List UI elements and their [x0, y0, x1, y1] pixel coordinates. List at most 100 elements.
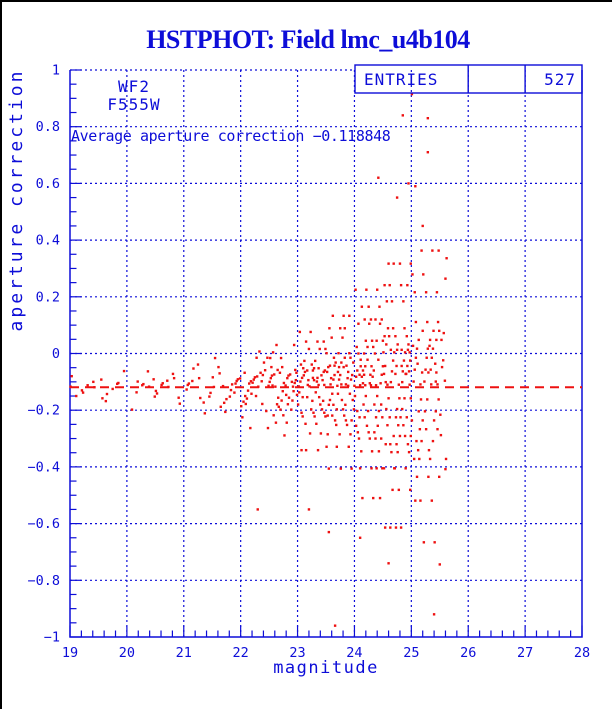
scatter-point [438, 475, 441, 479]
scatter-point [412, 380, 415, 383]
scatter-point [252, 378, 255, 381]
scatter-point [300, 411, 303, 414]
scatter-point [135, 391, 138, 394]
scatter-point [228, 395, 232, 398]
scatter-point [275, 403, 279, 406]
scatter-point [408, 488, 412, 492]
scatter-point [341, 408, 345, 411]
scatter-point [389, 526, 392, 529]
scatter-point [277, 405, 280, 408]
scatter-point [358, 467, 362, 470]
scatter-point [259, 371, 262, 374]
scatter-point [338, 433, 341, 436]
scatter-point [269, 376, 273, 380]
scatter-point [258, 350, 261, 353]
scatter-point [236, 378, 240, 381]
scatter-point [437, 398, 440, 401]
scatter-point [320, 408, 324, 411]
scatter-point [401, 407, 404, 411]
scatter-point [410, 92, 414, 96]
scatter-point [331, 392, 334, 395]
scatter-point [352, 408, 356, 411]
scatter-point [339, 327, 342, 330]
scatter-point [312, 411, 315, 414]
scatter-point [364, 365, 367, 368]
scatter-point [416, 448, 420, 452]
scatter-point [330, 336, 333, 339]
scatter-point [360, 450, 363, 453]
scatter-point [278, 371, 282, 374]
scatter-point [409, 397, 412, 400]
scatter-point [152, 378, 155, 381]
scatter-point [304, 422, 307, 426]
scatter-point [191, 379, 194, 383]
scatter-point [419, 398, 423, 401]
scatter-point [384, 380, 387, 384]
scatter-point [428, 344, 431, 348]
scatter-point [393, 351, 396, 354]
scatter-point [414, 499, 417, 502]
scatter-point [308, 385, 311, 388]
scatter-point [287, 374, 290, 377]
scatter-point [401, 114, 404, 117]
scatter-point [433, 541, 436, 544]
scatter-point [363, 318, 366, 321]
scatter-point [160, 383, 163, 387]
y-tick-label: 0.8 [36, 119, 60, 135]
scatter-point [319, 403, 322, 406]
scatter-point [75, 394, 78, 398]
scatter-point [415, 439, 418, 443]
scatter-point [348, 352, 351, 355]
scatter-point [333, 364, 336, 367]
scatter-point [409, 262, 412, 265]
scatter-point [404, 467, 407, 470]
scatter-point [403, 434, 407, 438]
scatter-point [196, 363, 200, 366]
scatter-point [394, 526, 398, 529]
scatter-point [376, 424, 379, 427]
scatter-point [344, 383, 348, 386]
scatter-point [387, 562, 390, 565]
scatter-point [277, 396, 280, 399]
scatter-point [172, 376, 176, 380]
scatter-point [346, 384, 350, 388]
scatter-point [345, 364, 348, 367]
scatter-point [154, 389, 158, 393]
scatter-point [336, 384, 339, 388]
scatter-point [356, 409, 359, 413]
scatter-point [440, 365, 444, 369]
scatter-point [383, 364, 387, 368]
scatter-point [306, 383, 309, 387]
scatter-point [285, 421, 288, 424]
scatter-point [224, 410, 227, 414]
scatter-point [317, 383, 320, 387]
scatter-point [387, 335, 391, 338]
scatter-point [377, 409, 381, 413]
scatter-point [300, 448, 303, 452]
scatter-point [430, 383, 433, 386]
scatter-point [390, 370, 394, 373]
scatter-point [369, 318, 373, 321]
y-tick-label: 0.4 [36, 233, 60, 249]
scatter-point [218, 372, 221, 375]
scatter-point [372, 369, 375, 372]
scatter-point [261, 373, 265, 377]
scatter-point [370, 467, 373, 470]
scatter-point [332, 356, 336, 359]
scatter-point [262, 361, 266, 364]
scatter-point [435, 338, 438, 342]
scatter-point [178, 402, 181, 405]
scatter-point [86, 384, 89, 387]
scatter-point [328, 398, 332, 402]
scatter-point [240, 405, 243, 408]
scatter-point [161, 382, 164, 385]
scatter-point [389, 443, 392, 446]
scatter-point [192, 367, 195, 370]
scatter-point [269, 356, 272, 360]
scatter-point [306, 369, 309, 372]
scatter-point [340, 383, 343, 386]
scatter-point [377, 358, 380, 361]
scatter-point [414, 320, 418, 324]
scatter-point [383, 283, 386, 287]
scatter-point [369, 373, 372, 376]
